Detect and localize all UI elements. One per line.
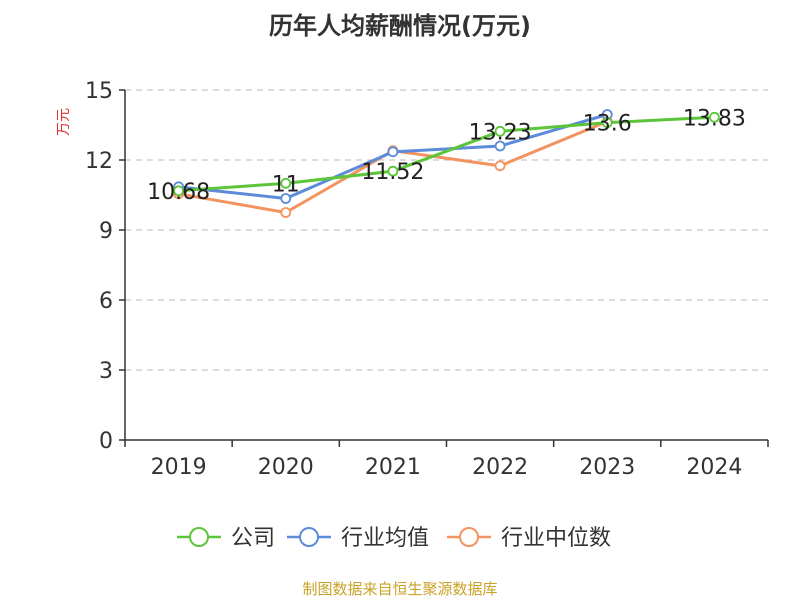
legend-item-1[interactable]: 公司 — [177, 526, 275, 551]
x-tick-label: 2021 — [365, 455, 421, 480]
series-group — [173, 109, 720, 218]
legend-label: 行业中位数 — [501, 526, 611, 551]
series-1 — [173, 111, 720, 197]
data-label: 13.6 — [583, 112, 632, 137]
data-point — [280, 193, 292, 204]
legend-item-3[interactable]: 行业中位数 — [447, 526, 611, 551]
data-label: 11.52 — [361, 160, 424, 185]
legend-label: 公司 — [231, 526, 275, 551]
data-label: 10.68 — [147, 180, 210, 205]
legend-marker — [459, 527, 479, 547]
legend-marker — [299, 527, 319, 547]
data-point — [387, 165, 399, 177]
x-tick-label: 2022 — [472, 455, 528, 480]
data-point — [709, 111, 720, 123]
data-point — [280, 207, 292, 218]
data-point — [601, 117, 613, 129]
data-point — [280, 177, 292, 189]
legend[interactable]: 公司 行业均值 行业中位数 — [177, 526, 611, 551]
y-tick-label: 9 — [99, 219, 113, 244]
data-point — [494, 140, 506, 152]
data-label: 13.83 — [683, 106, 746, 131]
y-axis-unit-label: 万元 — [56, 108, 72, 136]
data-point — [494, 160, 506, 172]
x-tick-label: 2019 — [151, 455, 207, 480]
data-point — [173, 185, 184, 197]
y-tick-label: 15 — [85, 79, 113, 104]
source-note: 制图数据来自恒生聚源数据库 — [302, 580, 497, 598]
axes: 0 3 6 9 12 15 2019 2020 2021 2022 2023 2024 万元 — [56, 79, 769, 480]
grid-lines — [125, 89, 768, 371]
x-tick-label: 2024 — [686, 455, 742, 480]
chart-title: 历年人均薪酬情况(万元) — [269, 12, 531, 40]
series-2 — [173, 109, 613, 204]
y-tick-label: 12 — [85, 149, 113, 174]
y-tick-label: 6 — [99, 289, 113, 314]
y-tick-label: 0 — [99, 429, 113, 454]
y-tick-label: 3 — [99, 359, 113, 384]
series-line — [178, 115, 715, 193]
legend-label: 行业均值 — [341, 526, 429, 551]
legend-marker — [189, 527, 209, 547]
data-label: 13.23 — [469, 120, 532, 145]
legend-item-2[interactable]: 行业均值 — [287, 526, 429, 551]
data-label: 11 — [272, 172, 300, 197]
x-tick-label: 2023 — [579, 455, 635, 480]
x-tick-label: 2020 — [258, 455, 314, 480]
data-point — [387, 146, 399, 158]
data-point — [494, 125, 506, 137]
data-labels: 10.68 11 11.52 13.23 13.6 13.83 — [147, 106, 746, 205]
